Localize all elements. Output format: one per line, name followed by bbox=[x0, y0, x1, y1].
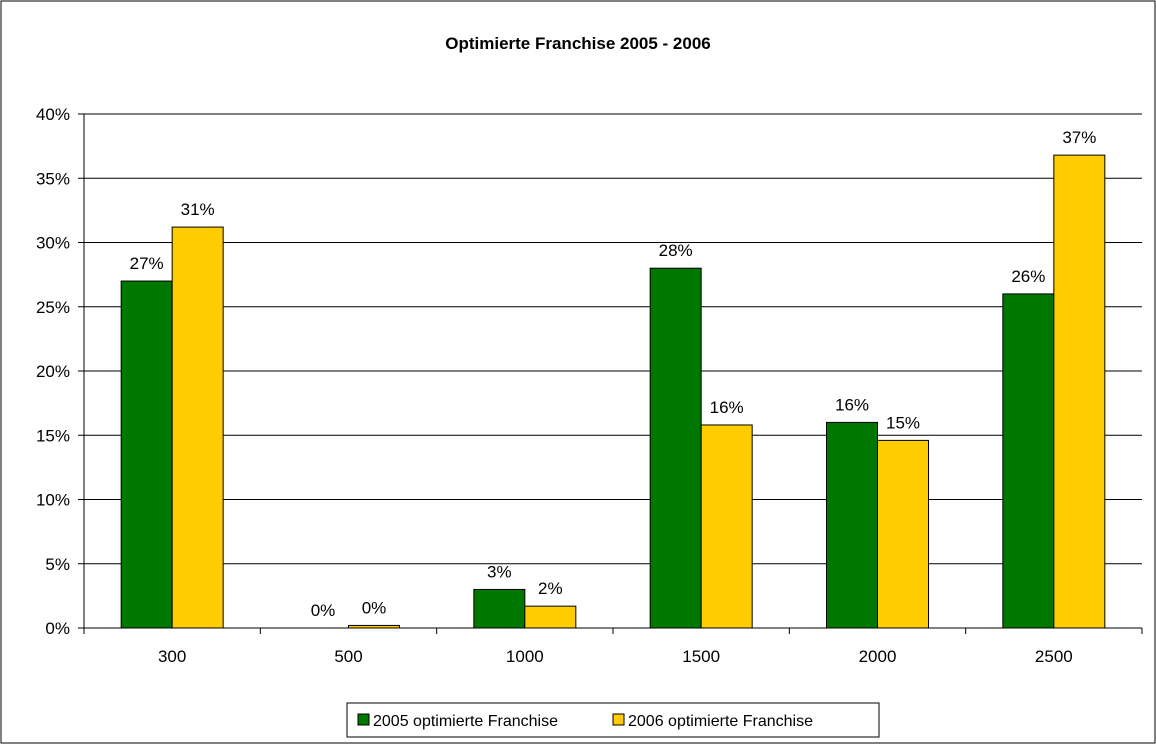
x-tick-label: 2000 bbox=[859, 647, 897, 666]
y-tick-label: 0% bbox=[45, 619, 70, 638]
data-labels: 27% 31% 0% 0% 3% 2% 28% 16% 16% 15% 26% 37% bbox=[130, 128, 1097, 620]
data-label-2006-300: 31% bbox=[181, 200, 215, 219]
data-label-2006-500: 0% bbox=[362, 598, 387, 617]
bar-2006-2500 bbox=[1053, 154, 1106, 629]
y-tick-label: 10% bbox=[36, 491, 70, 510]
chart-title: Optimierte Franchise 2005 - 2006 bbox=[445, 34, 711, 53]
bar-2006-2000 bbox=[877, 439, 929, 629]
legend-label-2005: 2005 optimierte Franchise bbox=[373, 713, 558, 730]
y-tick-label: 15% bbox=[36, 426, 70, 445]
data-label-2005-500: 0% bbox=[311, 601, 336, 620]
y-tick-label: 20% bbox=[36, 362, 70, 381]
y-tick-label: 35% bbox=[36, 169, 70, 188]
legend-label-2006: 2006 optimierte Franchise bbox=[628, 713, 813, 730]
axes: 0% 5% 10% 15% 20% 25% 30% 35% 40% 300 500 1000 1500 2… bbox=[36, 105, 1143, 666]
data-label-2005-1500: 28% bbox=[659, 241, 693, 260]
y-tick-label: 30% bbox=[36, 234, 70, 253]
legend-swatch-2006 bbox=[612, 713, 625, 726]
bar-2005-2500 bbox=[1002, 293, 1055, 629]
data-label-2005-2000: 16% bbox=[835, 395, 869, 414]
data-label-2006-2000: 15% bbox=[886, 413, 920, 432]
bar-2006-1000 bbox=[524, 605, 577, 629]
x-tick-label: 500 bbox=[334, 647, 362, 666]
bar-2005-2000 bbox=[826, 421, 878, 629]
legend: 2005 optimierte Franchise 2006 optimierte… bbox=[346, 702, 880, 738]
data-label-2006-1000: 2% bbox=[538, 579, 563, 598]
y-tick-label: 5% bbox=[45, 555, 70, 574]
data-label-2006-2500: 37% bbox=[1062, 128, 1096, 147]
data-label-2005-2500: 26% bbox=[1011, 267, 1045, 286]
bar-2006-300 bbox=[171, 226, 224, 629]
bars bbox=[120, 154, 1106, 629]
bar-2005-1000 bbox=[473, 588, 526, 629]
legend-swatch-2005 bbox=[357, 713, 370, 726]
x-tick-label: 300 bbox=[158, 647, 186, 666]
bar-2006-1500 bbox=[700, 424, 753, 629]
x-tick-label: 1500 bbox=[682, 647, 720, 666]
x-tick-label: 2500 bbox=[1035, 647, 1073, 666]
y-tick-label: 25% bbox=[36, 298, 70, 317]
data-label-2006-1500: 16% bbox=[710, 398, 744, 417]
y-tick-label: 40% bbox=[36, 105, 70, 124]
data-label-2005-1000: 3% bbox=[487, 562, 512, 581]
bar-2005-300 bbox=[120, 280, 173, 629]
x-tick-label: 1000 bbox=[506, 647, 544, 666]
bar-2005-1500 bbox=[649, 267, 702, 629]
data-label-2005-300: 27% bbox=[130, 254, 164, 273]
legend-box bbox=[346, 702, 880, 738]
gridlines bbox=[84, 113, 1142, 565]
